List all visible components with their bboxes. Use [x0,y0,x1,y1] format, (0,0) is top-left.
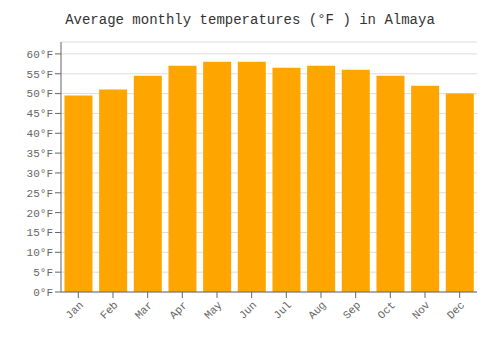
svg-text:55°F: 55°F [27,69,53,81]
svg-text:Mar: Mar [133,299,155,321]
svg-text:Feb: Feb [98,299,120,321]
svg-text:May: May [202,299,225,322]
svg-text:10°F: 10°F [27,247,53,259]
svg-text:45°F: 45°F [27,108,53,120]
svg-text:Apr: Apr [167,299,189,321]
svg-text:30°F: 30°F [27,168,53,180]
svg-text:Jul: Jul [271,299,293,321]
svg-text:Jan: Jan [63,299,85,321]
svg-text:Nov: Nov [410,299,433,322]
svg-text:15°F: 15°F [27,227,53,239]
svg-text:0°F: 0°F [33,287,53,299]
svg-text:35°F: 35°F [27,148,53,160]
svg-text:25°F: 25°F [27,188,53,200]
svg-text:Oct: Oct [375,299,397,321]
svg-text:60°F: 60°F [27,49,53,61]
svg-text:5°F: 5°F [33,267,53,279]
svg-text:Jun: Jun [237,299,259,321]
svg-text:50°F: 50°F [27,88,53,100]
html-text:Average monthly temperatures (: Average monthly temperatures (°F ) in Al… [65,12,435,28]
svg-text:20°F: 20°F [27,208,53,220]
svg-text:40°F: 40°F [27,128,53,140]
svg-text:Sep: Sep [341,299,363,321]
svg-text:Dec: Dec [445,299,467,321]
svg-text:Aug: Aug [306,299,328,321]
